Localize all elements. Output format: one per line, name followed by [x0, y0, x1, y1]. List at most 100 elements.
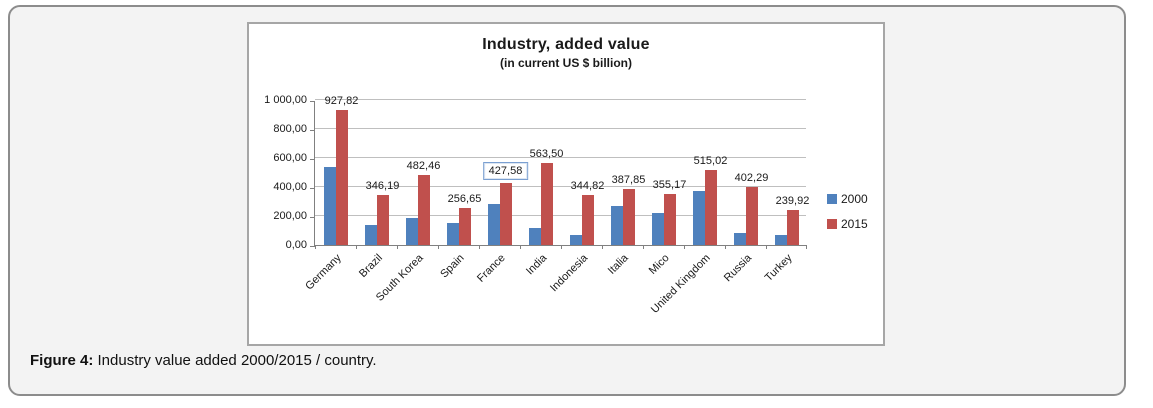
gridline: [315, 157, 806, 158]
bar-2000: [774, 234, 787, 245]
chart-legend: 2000 2015: [827, 192, 868, 242]
figure-caption-text: Industry value added 2000/2015 / country…: [93, 352, 377, 369]
data-label-2015: 482,46: [406, 160, 441, 173]
bar-2000: [610, 205, 623, 245]
bar-2015: [622, 188, 635, 245]
bar-group: 482,46 South Korea: [374, 101, 441, 304]
category-label: Spain: [438, 252, 467, 281]
x-axis-tick: [438, 245, 439, 249]
category-label: Turkey: [763, 252, 795, 284]
bar-2000: [569, 234, 582, 245]
legend-item-2000: 2000: [827, 192, 868, 206]
bar-2015: [786, 210, 799, 245]
y-axis-tick: [310, 246, 315, 247]
x-axis-tick: [806, 245, 807, 249]
data-label-2015: 239,92: [775, 195, 810, 208]
data-label-2015: 346,19: [365, 179, 400, 192]
bar-2015: [581, 195, 594, 245]
legend-item-2015: 2015: [827, 217, 868, 231]
bar-2015: [704, 170, 717, 245]
bar-2000: [446, 222, 459, 245]
legend-label-2015: 2015: [841, 217, 868, 231]
bar-2015: [376, 194, 389, 245]
gridline: [315, 128, 806, 129]
y-axis-tick: [310, 159, 315, 160]
bar-2000: [405, 218, 418, 245]
category-label: India: [523, 252, 549, 278]
data-label-2015: 355,17: [652, 178, 687, 191]
legend-swatch-2000: [827, 194, 837, 204]
bar-group: 387,85 Italia: [602, 101, 646, 277]
legend-swatch-2015: [827, 219, 837, 229]
x-axis-tick: [561, 245, 562, 249]
gridline: [315, 99, 806, 100]
bar-group: 344,82 Indonesia: [548, 101, 605, 294]
x-axis-tick: [643, 245, 644, 249]
bar-group: 355,17 Mico: [643, 101, 687, 277]
data-label-2015: 256,65: [447, 192, 482, 205]
bar-2015: [417, 175, 430, 245]
category-label: Brazil: [357, 252, 385, 280]
bar-2015: [663, 193, 676, 245]
gridline: [315, 215, 806, 216]
x-axis-tick: [315, 245, 316, 249]
y-axis-tick-label: 1 000,00: [264, 94, 307, 106]
y-axis-tick-label: 800,00: [273, 123, 307, 135]
y-axis-tick: [310, 217, 315, 218]
x-axis-tick: [684, 245, 685, 249]
y-axis-tick-label: 600,00: [273, 152, 307, 164]
chart-title: Industry, added value: [482, 36, 650, 53]
category-label: Mico: [647, 252, 672, 277]
bar-2000: [733, 232, 746, 245]
x-axis-tick: [397, 245, 398, 249]
bar-group: 563,50 India: [520, 101, 564, 277]
bar-group: 927,82 Germany: [304, 95, 359, 292]
bar-2015: [745, 186, 758, 245]
bar-group: 346,19 Brazil: [356, 101, 400, 280]
data-label-2015: 387,85: [611, 173, 646, 186]
category-label: France: [475, 252, 508, 285]
y-axis-tick: [310, 101, 315, 102]
x-axis-tick: [766, 245, 767, 249]
figure-caption-label: Figure 4:: [30, 352, 94, 369]
category-label: Germany: [303, 252, 344, 293]
bar-2000: [364, 225, 377, 245]
y-axis-tick-label: 200,00: [273, 210, 307, 222]
figure-panel: Industry, added value (in current US $ b…: [8, 5, 1126, 396]
category-label: Russia: [721, 252, 754, 285]
bar-2000: [323, 166, 336, 245]
bar-2015: [540, 163, 553, 245]
category-label: Indonesia: [547, 252, 590, 295]
bar-2000: [692, 191, 705, 245]
data-label-2015: 563,50: [529, 148, 564, 161]
y-axis-tick: [310, 188, 315, 189]
chart-subtitle: (in current US $ billion): [499, 56, 632, 70]
plot-area: 1 000,00 800,00 600,00 400,00 200,00 0,00 927,…: [264, 94, 810, 316]
legend-label-2000: 2000: [841, 192, 868, 206]
bar-2015: [335, 110, 348, 245]
category-label: Italia: [606, 252, 631, 277]
bar-2015: [499, 183, 512, 245]
x-axis-tick: [602, 245, 603, 249]
data-label-2015: 402,29: [734, 171, 769, 184]
y-axis-tick-label: 0,00: [285, 239, 307, 251]
bar-2000: [651, 213, 664, 245]
gridline: [315, 186, 806, 187]
data-label-2015: 515,02: [693, 155, 728, 168]
data-label-2015: 927,82: [324, 95, 359, 108]
bar-group: 402,29 Russia: [722, 101, 769, 285]
data-label-2015: 344,82: [570, 180, 605, 193]
x-axis-tick: [725, 245, 726, 249]
chart: Industry, added value (in current US $ b…: [247, 22, 885, 346]
x-axis-tick: [479, 245, 480, 249]
y-axis-tick: [310, 130, 315, 131]
bar-2000: [487, 204, 500, 245]
x-axis-tick: [356, 245, 357, 249]
bar-group: 239,92 Turkey: [763, 101, 810, 284]
y-axis-tick-label: 400,00: [273, 181, 307, 193]
bar-group: 515,02 United Kingdom: [649, 101, 728, 316]
bar-group: 427,58 France: [475, 101, 529, 285]
x-axis-tick: [520, 245, 521, 249]
bar-group: 256,65 Spain: [438, 101, 482, 281]
